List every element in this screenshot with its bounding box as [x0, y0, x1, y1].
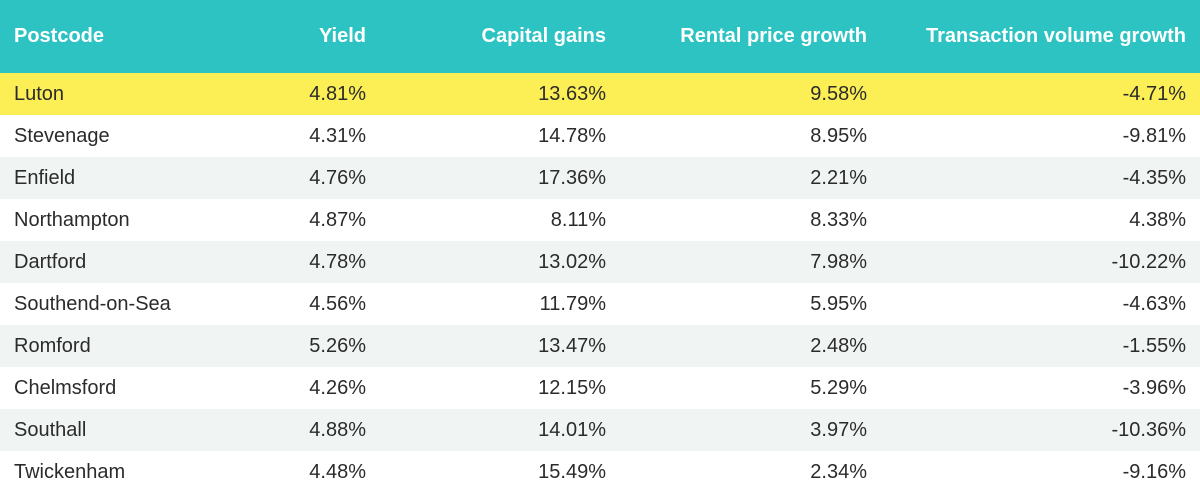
cell-capital-gains: 14.01% — [538, 418, 606, 441]
cell-yield: 4.81% — [309, 82, 366, 105]
header-yield: Yield — [318, 25, 366, 47]
cell-capital-gains: 8.11% — [550, 208, 606, 231]
cell-rental-growth: 3.97% — [810, 418, 867, 441]
cell-capital-gains: 13.63% — [538, 82, 606, 105]
cell-capital-gains: 12.15% — [538, 376, 606, 399]
cell-yield: 4.56% — [309, 292, 366, 315]
cell-rental-growth: 2.48% — [810, 334, 867, 357]
cell-postcode: Enfield — [14, 166, 76, 189]
table-row: Luton 4.81% 13.63% 9.58% -4.71% — [0, 73, 1200, 115]
cell-yield: 4.87% — [309, 208, 366, 231]
table-row: Romford 5.26% 13.47% 2.48% -1.55% — [0, 325, 1200, 367]
table-body: Luton 4.81% 13.63% 9.58% -4.71% Stevenag… — [0, 73, 1200, 493]
header-postcode: Postcode — [14, 25, 105, 47]
cell-transaction-growth: -9.16% — [1122, 460, 1186, 483]
cell-yield: 4.76% — [309, 166, 366, 189]
cell-rental-growth: 8.33% — [810, 208, 867, 231]
cell-capital-gains: 11.79% — [539, 292, 606, 315]
cell-transaction-growth: -4.35% — [1122, 166, 1186, 189]
table-row: Twickenham 4.48% 15.49% 2.34% -9.16% — [0, 451, 1200, 493]
cell-transaction-growth: -1.55% — [1122, 334, 1186, 357]
cell-postcode: Southall — [14, 418, 87, 441]
cell-rental-growth: 5.29% — [810, 376, 867, 399]
table-row: Stevenage 4.31% 14.78% 8.95% -9.81% — [0, 115, 1200, 157]
cell-yield: 4.88% — [309, 418, 366, 441]
header-capital-gains: Capital gains — [481, 25, 606, 47]
cell-postcode: Northampton — [14, 208, 130, 231]
table-row: Enfield 4.76% 17.36% 2.21% -4.35% — [0, 157, 1200, 199]
cell-rental-growth: 8.95% — [810, 124, 867, 147]
cell-capital-gains: 13.02% — [538, 250, 606, 273]
cell-rental-growth: 7.98% — [810, 250, 867, 273]
cell-rental-growth: 2.34% — [810, 460, 867, 483]
cell-transaction-growth: -10.22% — [1111, 250, 1187, 273]
cell-postcode: Twickenham — [14, 460, 126, 483]
cell-postcode: Chelmsford — [14, 376, 117, 399]
cell-postcode: Romford — [14, 334, 91, 357]
cell-transaction-growth: -3.96% — [1122, 376, 1186, 399]
cell-rental-growth: 9.58% — [810, 82, 867, 105]
cell-transaction-growth: -4.63% — [1122, 292, 1186, 315]
table-row: Dartford 4.78% 13.02% 7.98% -10.22% — [0, 241, 1200, 283]
cell-rental-growth: 5.95% — [810, 292, 867, 315]
cell-transaction-growth: -9.81% — [1122, 124, 1186, 147]
cell-yield: 4.31% — [309, 124, 366, 147]
cell-postcode: Southend-on-Sea — [14, 292, 171, 315]
cell-capital-gains: 13.47% — [538, 334, 606, 357]
cell-rental-growth: 2.21% — [810, 166, 867, 189]
table-header: Postcode Yield Capital gains Rental pric… — [0, 0, 1200, 73]
header-transaction-volume-growth: Transaction volume growth — [925, 25, 1186, 47]
table-row: Southall 4.88% 14.01% 3.97% -10.36% — [0, 409, 1200, 451]
cell-transaction-growth: -4.71% — [1122, 82, 1186, 105]
cell-capital-gains: 15.49% — [538, 460, 606, 483]
cell-yield: 4.78% — [309, 250, 366, 273]
cell-transaction-growth: -10.36% — [1111, 418, 1187, 441]
cell-capital-gains: 17.36% — [538, 166, 606, 189]
cell-postcode: Stevenage — [14, 124, 110, 147]
cell-yield: 5.26% — [309, 334, 366, 357]
header-rental-price-growth: Rental price growth — [680, 25, 867, 47]
table-row: Chelmsford 4.26% 12.15% 5.29% -3.96% — [0, 367, 1200, 409]
table-row: Southend-on-Sea 4.56% 11.79% 5.95% -4.63… — [0, 283, 1200, 325]
cell-postcode: Luton — [14, 82, 65, 105]
cell-yield: 4.48% — [309, 460, 366, 483]
header-row: Postcode Yield Capital gains Rental pric… — [0, 0, 1200, 73]
cell-postcode: Dartford — [14, 250, 87, 273]
table-row: Northampton 4.87% 8.11% 8.33% 4.38% — [0, 199, 1200, 241]
cell-capital-gains: 14.78% — [538, 124, 606, 147]
cell-transaction-growth: 4.38% — [1129, 208, 1186, 231]
cell-yield: 4.26% — [309, 376, 366, 399]
